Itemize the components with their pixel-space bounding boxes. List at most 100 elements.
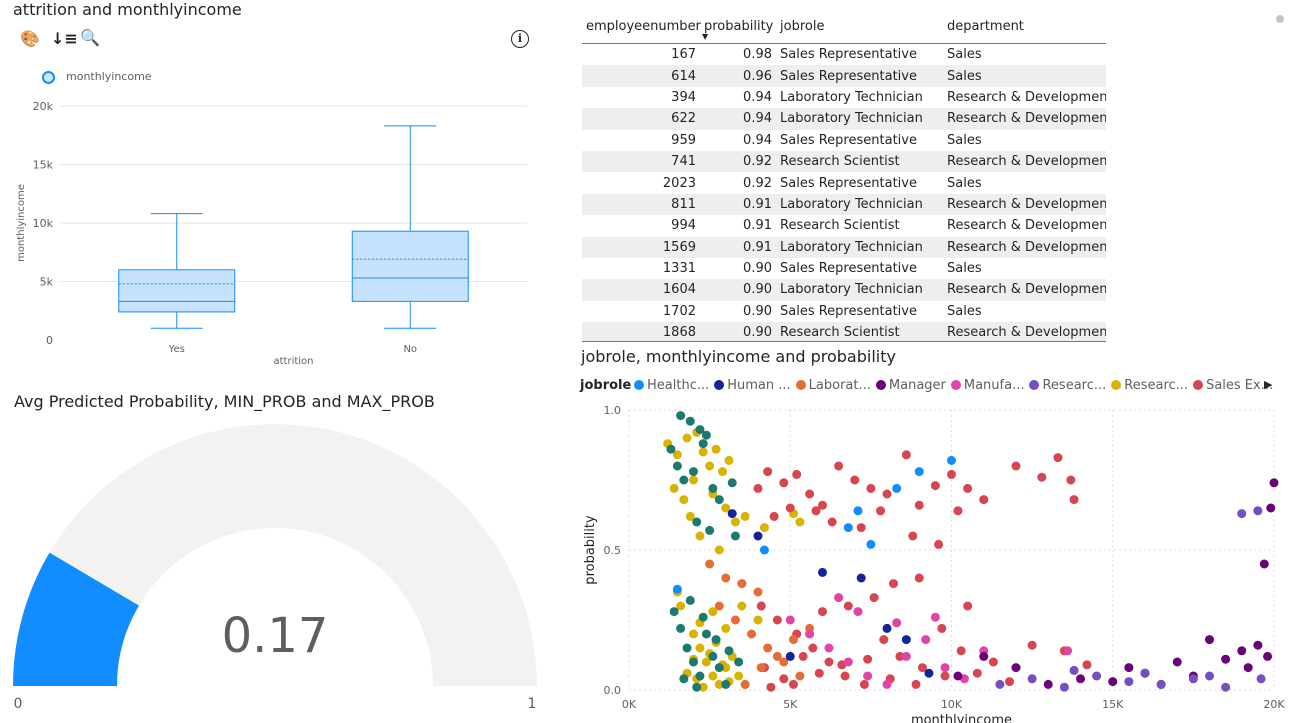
scatter-point[interactable] — [1188, 674, 1198, 684]
scatter-legend-item[interactable]: Laborat... — [795, 378, 871, 393]
scatter-point[interactable] — [724, 455, 734, 465]
scatter-point[interactable] — [863, 671, 873, 681]
scatter-point[interactable] — [759, 545, 769, 555]
table-row[interactable]: 741 0.92 Research Scientist Research & Deve… — [582, 150, 1106, 173]
scatter-point[interactable] — [724, 646, 734, 656]
scatter-point[interactable] — [824, 657, 834, 667]
scatter-point[interactable] — [679, 674, 689, 684]
scatter-point[interactable] — [785, 503, 795, 513]
sort-icon[interactable]: ↓≡ — [51, 29, 78, 48]
scatter-point[interactable] — [737, 579, 747, 589]
table-row[interactable]: 2023 0.92 Sales Representative Sales — [582, 172, 1106, 193]
scatter-point[interactable] — [1043, 679, 1053, 689]
scatter-point[interactable] — [708, 671, 718, 681]
scatter-point[interactable] — [1243, 663, 1253, 673]
zoom-icon[interactable]: 🔍 — [80, 28, 100, 47]
table-row[interactable]: 614 0.96 Sales Representative Sales — [582, 65, 1106, 87]
scatter-point[interactable] — [705, 525, 715, 535]
scatter-point[interactable] — [914, 573, 924, 583]
scatter-point[interactable] — [788, 635, 798, 645]
scatter-point[interactable] — [1092, 671, 1102, 681]
scatter-point[interactable] — [840, 671, 850, 681]
scatter-point[interactable] — [963, 601, 973, 611]
scatter-legend-item[interactable]: Sales Ex... — [1193, 378, 1273, 393]
scatter-point[interactable] — [917, 663, 927, 673]
scatter-point[interactable] — [753, 531, 763, 541]
scatter-point[interactable] — [708, 483, 718, 493]
scatter-point[interactable] — [1205, 671, 1214, 681]
scatter-point[interactable] — [798, 651, 808, 661]
scatter-point[interactable] — [892, 483, 902, 493]
scatter-point[interactable] — [947, 455, 956, 465]
scatter-legend-item[interactable]: Researc... — [1111, 378, 1188, 393]
scatter-point[interactable] — [979, 651, 989, 661]
scatter-legend-item[interactable]: Researc... — [1029, 378, 1106, 393]
scatter-point[interactable] — [714, 679, 724, 689]
scatter-point[interactable] — [995, 679, 1005, 689]
scatter-point[interactable] — [727, 509, 737, 519]
scatter-point[interactable] — [901, 450, 911, 460]
scatter-point[interactable] — [705, 461, 715, 471]
scatter-point[interactable] — [1011, 461, 1021, 471]
scatter-point[interactable] — [1124, 663, 1134, 673]
scatter-point[interactable] — [843, 601, 853, 611]
table-row[interactable]: 167 0.98 Sales Representative Sales — [582, 44, 1106, 66]
scatter-point[interactable] — [766, 682, 776, 692]
scatter-point[interactable] — [695, 671, 705, 681]
scatter-point[interactable] — [701, 657, 711, 667]
table-row[interactable]: 1702 0.90 Sales Representative Sales — [582, 301, 1106, 322]
scatter-point[interactable] — [692, 517, 702, 527]
scatter-point[interactable] — [1124, 677, 1134, 687]
scatter-point[interactable] — [947, 469, 956, 479]
scatter-point[interactable] — [785, 651, 795, 661]
table-row[interactable]: 1331 0.90 Sales Representative Sales — [582, 258, 1106, 279]
scatter-point[interactable] — [795, 671, 805, 681]
column-header-jobrole[interactable]: jobrole — [780, 19, 825, 34]
scatter-point[interactable] — [737, 601, 747, 611]
scatter-point[interactable] — [963, 483, 973, 493]
scatter-point[interactable] — [901, 635, 911, 645]
scatter-legend-item[interactable]: Manufa... — [950, 378, 1024, 393]
scatter-point[interactable] — [753, 483, 763, 493]
scatter-point[interactable] — [921, 635, 931, 645]
scatter-point[interactable] — [1027, 640, 1037, 650]
scatter-point[interactable] — [714, 495, 724, 505]
scatter-point[interactable] — [747, 629, 757, 639]
scatter-point[interactable] — [769, 511, 779, 521]
scatter-point[interactable] — [679, 495, 689, 505]
box-yes[interactable] — [118, 213, 236, 329]
scatter-point[interactable] — [979, 495, 989, 505]
scatter-point[interactable] — [879, 635, 889, 645]
scatter-point[interactable] — [698, 447, 708, 457]
scatter-point[interactable] — [1205, 635, 1214, 645]
scatter-point[interactable] — [695, 531, 705, 541]
scatter-point[interactable] — [734, 671, 744, 681]
scatter-point[interactable] — [708, 651, 718, 661]
scatter-point[interactable] — [853, 506, 863, 516]
scatter-point[interactable] — [824, 643, 834, 653]
scatter-point[interactable] — [1221, 682, 1231, 692]
table-row[interactable]: 1868 0.90 Research Scientist Research & Dev… — [582, 322, 1106, 342]
scatter-point[interactable] — [1069, 665, 1079, 675]
scatter-point[interactable] — [705, 559, 715, 569]
scatter-point[interactable] — [763, 467, 773, 477]
table-row[interactable]: 811 0.91 Laboratory Technician Research & D… — [582, 193, 1106, 216]
scatter-point[interactable] — [1269, 478, 1279, 488]
scatter-point[interactable] — [911, 679, 921, 689]
scatter-point[interactable] — [859, 679, 869, 689]
scatter-point[interactable] — [685, 595, 695, 605]
scatter-point[interactable] — [772, 651, 782, 661]
scatter-point[interactable] — [779, 478, 789, 488]
scatter-point[interactable] — [785, 615, 795, 625]
scatter-point[interactable] — [818, 607, 827, 617]
scatter-point[interactable] — [882, 623, 892, 633]
scatter-point[interactable] — [1037, 472, 1047, 482]
scatter-point[interactable] — [759, 523, 769, 533]
scatter-point[interactable] — [972, 668, 982, 678]
scatter-point[interactable] — [740, 511, 750, 521]
scatter-point[interactable] — [772, 615, 782, 625]
table-row[interactable]: 994 0.91 Research Scientist Research & Deve… — [582, 215, 1106, 236]
scatter-point[interactable] — [866, 539, 876, 549]
table-row[interactable]: 1604 0.90 Laboratory Technician Research & … — [582, 279, 1106, 301]
scatter-point[interactable] — [689, 475, 698, 485]
